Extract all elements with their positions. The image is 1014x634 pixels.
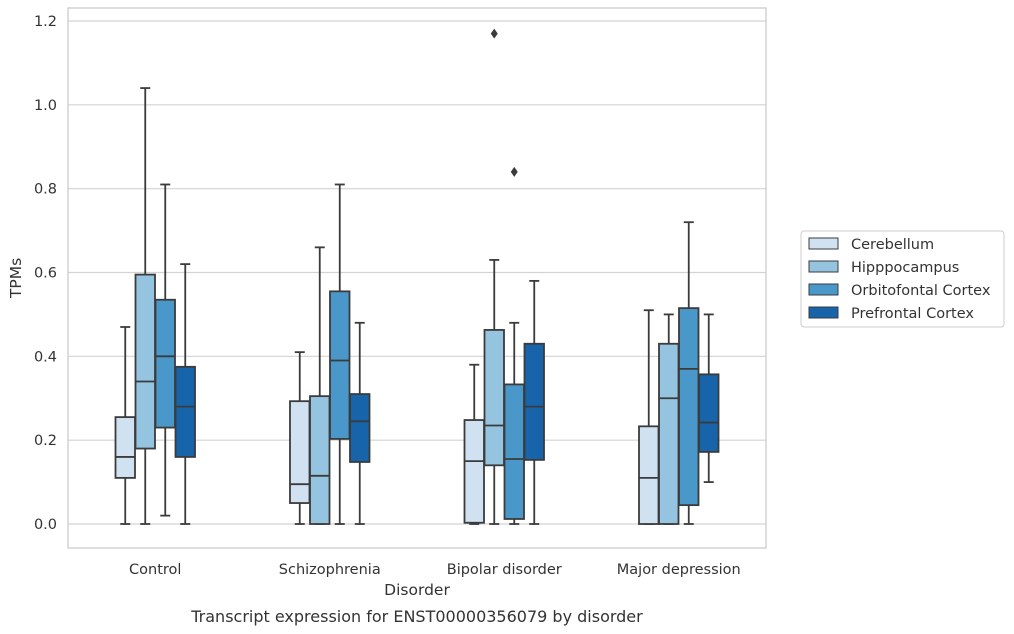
box — [349, 393, 371, 463]
legend-swatch — [808, 260, 839, 273]
box-cerebellum-bipolar-disorder — [463, 363, 485, 525]
plot-frame — [67, 7, 767, 549]
legend-label: Prefrontal Cortex — [851, 306, 974, 322]
box-orbitofontal-cortex-control — [154, 183, 176, 517]
box — [289, 400, 311, 504]
box — [638, 425, 660, 525]
box — [329, 290, 351, 440]
box-cerebellum-major-depression — [638, 309, 660, 525]
box — [483, 329, 505, 467]
box-groups — [114, 28, 720, 525]
box — [698, 373, 720, 453]
box — [134, 273, 156, 450]
y-tick-label: 0.6 — [34, 266, 57, 282]
box-orbitofontal-cortex-major-depression — [678, 221, 700, 525]
legend-frame — [800, 230, 1005, 328]
legend-label: Orbitofontal Cortex — [851, 283, 991, 299]
box-hipppocampus-control — [134, 87, 156, 525]
legend-label: Cerebellum — [851, 237, 934, 253]
legend-swatch — [808, 283, 839, 296]
legend: Cerebellum Hipppocampus Orbitofontal Corte… — [800, 230, 1005, 328]
box-hipppocampus-schizophrenia — [309, 246, 331, 525]
box — [309, 395, 331, 525]
box — [523, 342, 545, 461]
box — [463, 419, 485, 524]
x-axis-label: Disorder — [384, 581, 450, 599]
x-tick-label: Bipolar disorder — [447, 562, 562, 578]
y-tick-label: 0.2 — [34, 433, 57, 449]
box-orbitofontal-cortex-bipolar-disorder — [503, 166, 525, 525]
x-tick-labels: Control Schizophrenia Bipolar disorder Majo… — [129, 562, 741, 578]
box-prefrontal-cortex-major-depression — [698, 313, 720, 483]
legend-swatch — [808, 306, 839, 319]
box-orbitofontal-cortex-schizophrenia — [329, 183, 351, 525]
outlier-point — [510, 166, 518, 177]
y-tick-label: 1.0 — [34, 98, 57, 114]
box-hipppocampus-major-depression — [658, 313, 680, 525]
y-tick-labels: 0.0 0.2 0.4 0.6 0.8 1.0 1.2 — [34, 14, 57, 533]
x-tick-label: Control — [129, 562, 181, 578]
box — [174, 365, 196, 458]
box-prefrontal-cortex-bipolar-disorder — [523, 279, 545, 525]
x-tick-label: Schizophrenia — [279, 562, 381, 578]
y-tick-label: 0.8 — [34, 182, 57, 198]
y-axis-label: TPMs — [7, 258, 25, 299]
legend-label: Hipppocampus — [851, 260, 959, 276]
y-tick-label: 1.2 — [34, 14, 57, 30]
box — [678, 307, 700, 507]
box-prefrontal-cortex-control — [174, 263, 196, 525]
chart-caption: Transcript expression for ENST0000035607… — [190, 607, 643, 626]
x-tick-label: Major depression — [617, 562, 741, 578]
legend-swatch — [808, 237, 839, 250]
y-tick-label: 0.0 — [34, 517, 57, 533]
outlier-point — [490, 28, 498, 39]
box — [503, 383, 525, 520]
box — [154, 298, 176, 429]
box-hipppocampus-bipolar-disorder — [483, 28, 505, 525]
box-prefrontal-cortex-schizophrenia — [349, 321, 371, 525]
box — [114, 416, 136, 479]
box — [658, 342, 680, 525]
y-tick-label: 0.4 — [34, 349, 57, 365]
box-cerebellum-schizophrenia — [289, 351, 311, 525]
